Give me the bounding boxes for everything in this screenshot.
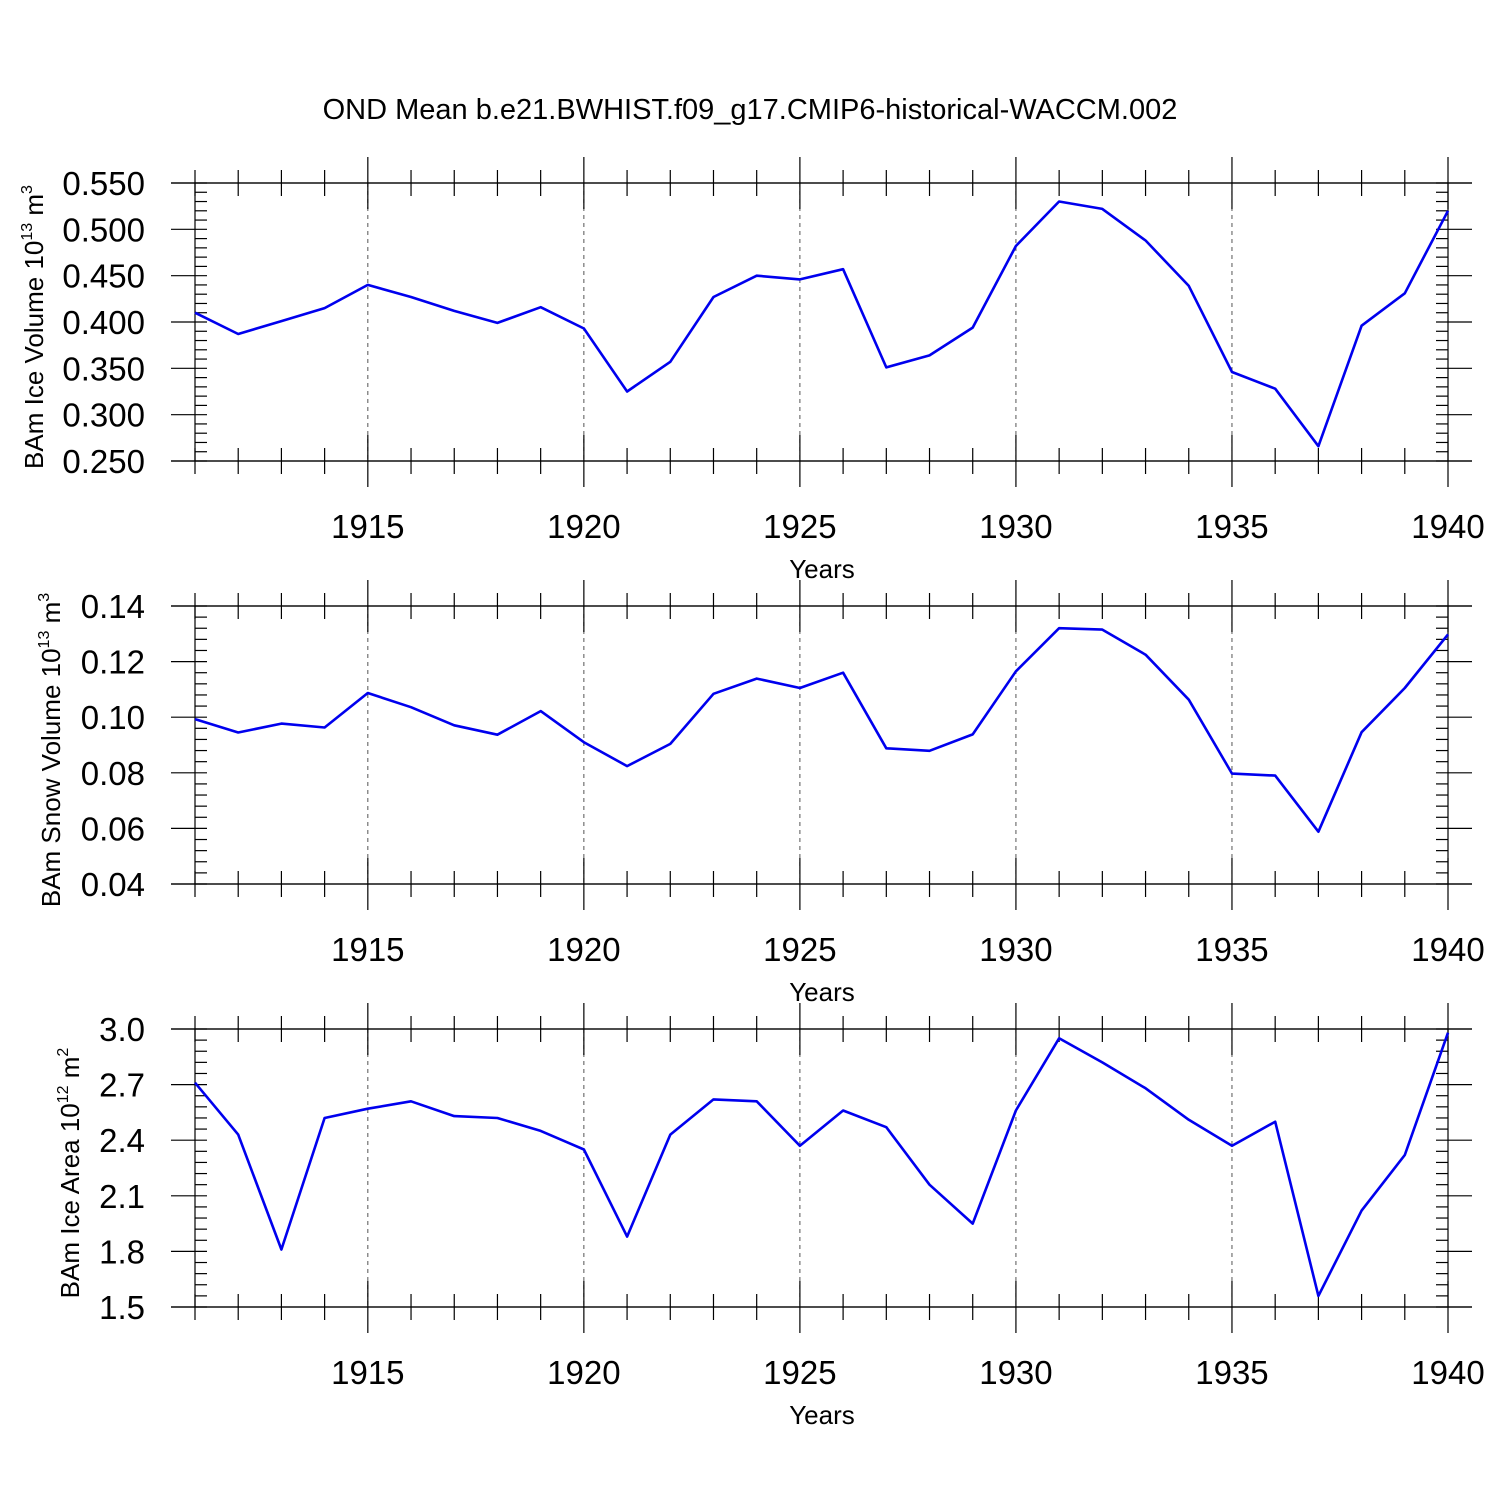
y-tick-label: 0.450 xyxy=(62,258,145,295)
x-tick-label: 1940 xyxy=(1411,931,1484,968)
y-axis-label: BAm Ice Volume 1013 m3 xyxy=(19,185,49,469)
series-line xyxy=(194,200,1450,448)
y-axis-label: BAm Snow Volume 1013 m3 xyxy=(36,593,66,907)
plot-frame xyxy=(194,182,1449,462)
y-axis-label-superscript: 13 xyxy=(36,631,53,649)
x-tick-label: 1935 xyxy=(1195,931,1268,968)
x-tick-label: 1930 xyxy=(979,931,1052,968)
x-tick-label: 1915 xyxy=(331,1354,404,1391)
x-tick-label: 1920 xyxy=(547,931,620,968)
x-axis-label: Years xyxy=(789,977,855,1007)
x-tick-label: 1915 xyxy=(331,508,404,545)
y-axis-label-text: m xyxy=(36,602,66,631)
y-axis-label-superscript: 2 xyxy=(55,1048,72,1057)
y-tick-label: 0.06 xyxy=(81,810,145,847)
y-tick-label: 0.250 xyxy=(62,443,145,480)
x-axis-label: Years xyxy=(789,1400,855,1430)
y-axis-label-superscript: 12 xyxy=(55,1085,72,1103)
x-axis-label: Years xyxy=(789,554,855,584)
x-tick-label: 1940 xyxy=(1411,508,1484,545)
x-tick-label: 1920 xyxy=(547,508,620,545)
series-line xyxy=(194,626,1450,834)
y-tick-label: 2.7 xyxy=(99,1067,145,1104)
plot-frame xyxy=(194,605,1449,885)
y-tick-label: 0.14 xyxy=(81,588,145,625)
y-tick-label: 0.400 xyxy=(62,304,145,341)
y-tick-label: 0.550 xyxy=(62,165,145,202)
plot-frame xyxy=(194,1028,1449,1308)
y-axis-label-text: m xyxy=(55,1057,85,1086)
y-axis-label-text: BAm Snow Volume 10 xyxy=(36,648,66,907)
x-tick-label: 1930 xyxy=(979,1354,1052,1391)
x-tick-label: 1935 xyxy=(1195,508,1268,545)
y-tick-label: 0.08 xyxy=(81,755,145,792)
x-tick-label: 1940 xyxy=(1411,1354,1484,1391)
y-tick-label: 1.8 xyxy=(99,1233,145,1270)
y-tick-label: 0.500 xyxy=(62,211,145,248)
y-axis-label: BAm Ice Area 1012 m2 xyxy=(55,1048,85,1299)
y-tick-label: 1.5 xyxy=(99,1289,145,1326)
panel-2: 0.04 0.06 0.08 0.10 0.12 0.14 1915 1920 1925 1930… xyxy=(36,580,1485,1007)
x-tick-label: 1925 xyxy=(763,508,836,545)
chart-title: OND Mean b.e21.BWHIST.f09_g17.CMIP6-hist… xyxy=(323,94,1178,126)
panel-1: 0.250 0.300 0.350 0.400 0.450 0.500 0.550 1915 1… xyxy=(19,157,1485,584)
y-axis-label-superscript: 3 xyxy=(36,593,53,602)
y-tick-label: 0.04 xyxy=(81,866,145,903)
x-tick-label: 1925 xyxy=(763,931,836,968)
panel-3: 1.5 1.8 2.1 2.4 2.7 3.0 1915 1920 1925 1930 1935 19… xyxy=(55,1003,1485,1430)
y-tick-label: 2.4 xyxy=(99,1122,145,1159)
y-axis-label-superscript: 13 xyxy=(19,223,36,241)
y-axis-label-text: m xyxy=(19,194,49,223)
y-tick-label: 0.12 xyxy=(81,644,145,681)
y-tick-label: 0.10 xyxy=(81,699,145,736)
x-tick-label: 1920 xyxy=(547,1354,620,1391)
y-tick-label: 2.1 xyxy=(99,1178,145,1215)
x-tick-label: 1925 xyxy=(763,1354,836,1391)
x-tick-label: 1915 xyxy=(331,931,404,968)
series-line xyxy=(194,1032,1450,1298)
y-tick-label: 3.0 xyxy=(99,1011,145,1048)
y-tick-label: 0.300 xyxy=(62,397,145,434)
x-tick-label: 1930 xyxy=(979,508,1052,545)
y-axis-label-text: BAm Ice Area 10 xyxy=(55,1103,85,1298)
x-tick-label: 1935 xyxy=(1195,1354,1268,1391)
y-tick-label: 0.350 xyxy=(62,350,145,387)
y-axis-label-superscript: 3 xyxy=(19,185,36,194)
y-axis-label-text: BAm Ice Volume 10 xyxy=(19,241,49,469)
